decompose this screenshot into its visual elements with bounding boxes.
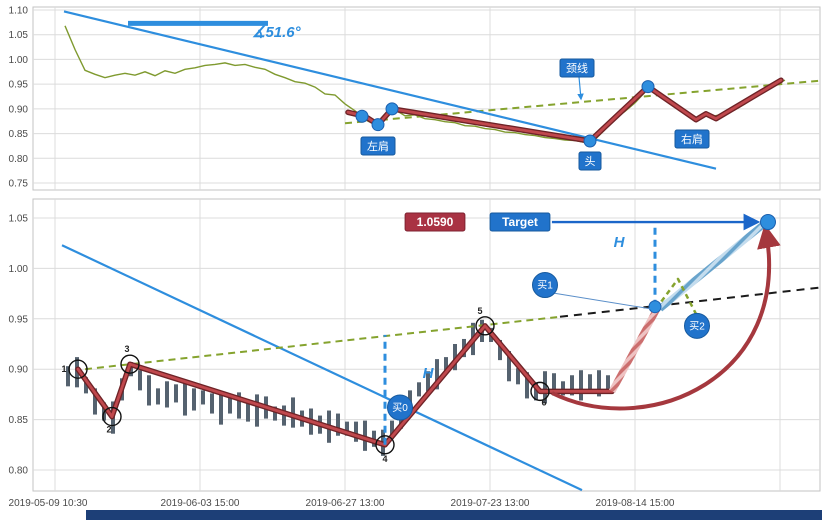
projection-up-leg-red <box>608 305 662 394</box>
wave-marker-circle[interactable] <box>120 354 140 374</box>
range-scrollbar-group[interactable] <box>86 510 822 520</box>
x-tick-label: 2019-06-03 15:00 <box>161 498 240 509</box>
neckline-dashed <box>344 79 821 125</box>
wave-marker-number: 5 <box>477 306 482 316</box>
bottom-chart-panel[interactable]: 1.05 1.00 0.95 0.90 0.85 0.80 2019-05-09 10:30… <box>9 198 821 509</box>
target-price-box[interactable] <box>404 212 466 232</box>
breakout-pivot-dot[interactable] <box>648 300 662 314</box>
buy-point-label: 买0 <box>392 402 408 414</box>
wave-marker-circle[interactable] <box>102 406 122 427</box>
pivot-dot[interactable] <box>385 102 399 116</box>
wave-marker-circle[interactable] <box>375 435 395 455</box>
neckline-arrow <box>577 76 584 101</box>
y-tick-label: 0.75 <box>9 179 29 190</box>
y-tick-label: 1.05 <box>9 30 29 41</box>
angle-label: ∡51.6° <box>252 24 302 41</box>
pivot-dot[interactable] <box>583 134 597 148</box>
target-box-label: Target <box>502 215 538 229</box>
projection-up-leg-blue <box>657 221 767 312</box>
x-tick-label: 2019-07-23 13:00 <box>451 498 530 509</box>
measured-move-curve-arrow <box>551 223 781 411</box>
pattern-label-text: 头 <box>585 155 596 168</box>
neckline-dashed <box>84 315 561 371</box>
pivot-dot[interactable] <box>641 80 655 94</box>
pattern-label-text: 右肩 <box>681 132 703 146</box>
pivot-dot[interactable] <box>371 118 385 132</box>
pattern-label[interactable] <box>360 136 396 156</box>
y-tick-label: 0.95 <box>9 314 29 325</box>
target-price-label: 1.0590 <box>417 215 454 229</box>
y-tick-label: 1.00 <box>9 264 29 275</box>
pattern-label[interactable] <box>674 129 710 149</box>
y-tick-label: 0.80 <box>9 466 29 477</box>
buy-point[interactable] <box>684 312 710 339</box>
pattern-line <box>346 78 783 143</box>
y-tick-label: 0.90 <box>9 365 29 376</box>
pivot-dot[interactable] <box>355 109 369 123</box>
y-tick-label: 0.85 <box>9 415 29 426</box>
buy-pointer-line <box>552 292 651 310</box>
neckline-label[interactable] <box>559 58 595 78</box>
neckline-label-text: 颈线 <box>566 61 588 75</box>
y-tick-label: 0.95 <box>9 80 29 91</box>
y-tick-label: 1.05 <box>9 214 29 225</box>
wave-marker-number: 6 <box>541 397 546 407</box>
buy-point[interactable] <box>387 394 413 421</box>
buy-point[interactable] <box>532 272 558 299</box>
x-tick-label: 2019-06-27 13:00 <box>306 498 385 509</box>
x-tick-label: 2019-08-14 15:00 <box>596 498 675 509</box>
wave-marker-circle[interactable] <box>68 359 88 379</box>
pattern-label-text: 左肩 <box>367 139 389 153</box>
descending-trendline <box>63 10 717 170</box>
y-tick-label: 1.00 <box>9 55 29 66</box>
wave-marker-number: 1 <box>61 364 66 374</box>
range-scrollbar[interactable] <box>86 510 822 520</box>
y-tick-label: 0.90 <box>9 104 29 115</box>
descending-trendline <box>61 244 583 492</box>
wave-marker-number: 2 <box>106 425 111 435</box>
height-label: H <box>614 234 626 251</box>
wave-marker-circle[interactable] <box>530 381 550 402</box>
y-tick-label: 0.80 <box>9 154 29 165</box>
x-tick-label: 2019-05-09 10:30 <box>9 498 88 509</box>
bottom-plot-area[interactable] <box>32 198 821 492</box>
wave-marker-number: 4 <box>382 454 387 464</box>
top-chart-panel[interactable]: 1.10 1.05 1.00 0.95 0.90 0.85 0.80 0.75 ∡51.6° 左肩… <box>9 6 821 191</box>
target-box[interactable] <box>489 212 551 232</box>
y-tick-label: 1.10 <box>9 6 29 17</box>
y-tick-label: 0.85 <box>9 129 29 140</box>
buy-point-label: 买2 <box>689 320 705 332</box>
wave-marker-circle[interactable] <box>475 316 495 336</box>
height-label: H <box>423 365 435 382</box>
pattern-label[interactable] <box>578 151 602 171</box>
wave-marker-number: 3 <box>124 344 129 354</box>
pullback-spike-dashed <box>654 277 700 319</box>
buy-point-label: 买1 <box>537 280 553 292</box>
target-dot[interactable] <box>760 214 776 231</box>
